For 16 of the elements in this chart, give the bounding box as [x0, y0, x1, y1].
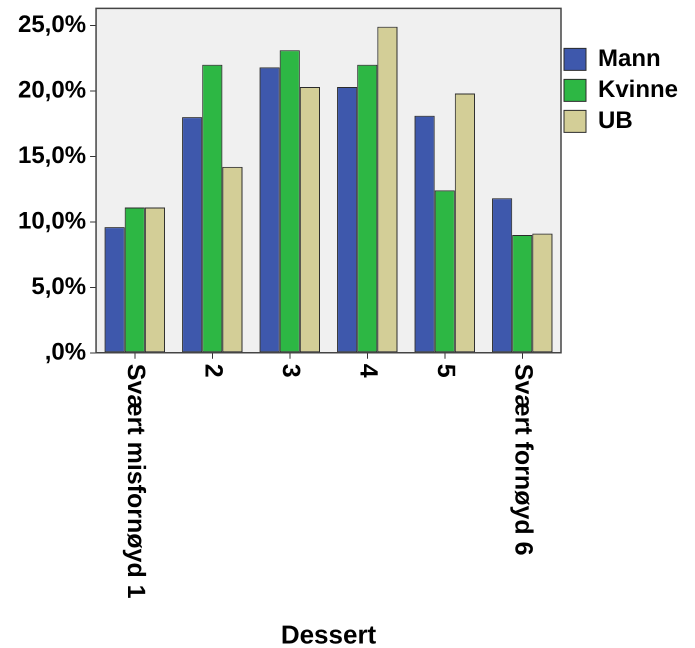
x-tick-label: 3	[276, 364, 305, 378]
y-tick-label: 15,0%	[18, 142, 86, 169]
y-tick-label: 25,0%	[18, 11, 86, 38]
y-tick-label: 20,0%	[18, 76, 86, 104]
legend-label: Kvinne	[598, 76, 678, 104]
y-tick-label: 10,0%	[18, 207, 86, 234]
x-tick-label: Svært fornøyd 6	[509, 364, 538, 556]
x-tick-label: 5	[432, 364, 460, 378]
y-tick-label: ,0%	[44, 338, 86, 366]
x-tick-label: 4	[354, 364, 382, 378]
x-tick-label: 2	[199, 364, 228, 378]
x-axis-title: Dessert	[280, 620, 377, 648]
legend-label: UB	[598, 107, 633, 134]
x-tick-label: Svært misfornøyd 1	[122, 364, 150, 599]
legend-label: Mann	[598, 45, 661, 72]
y-tick-label: 5,0%	[31, 272, 86, 300]
